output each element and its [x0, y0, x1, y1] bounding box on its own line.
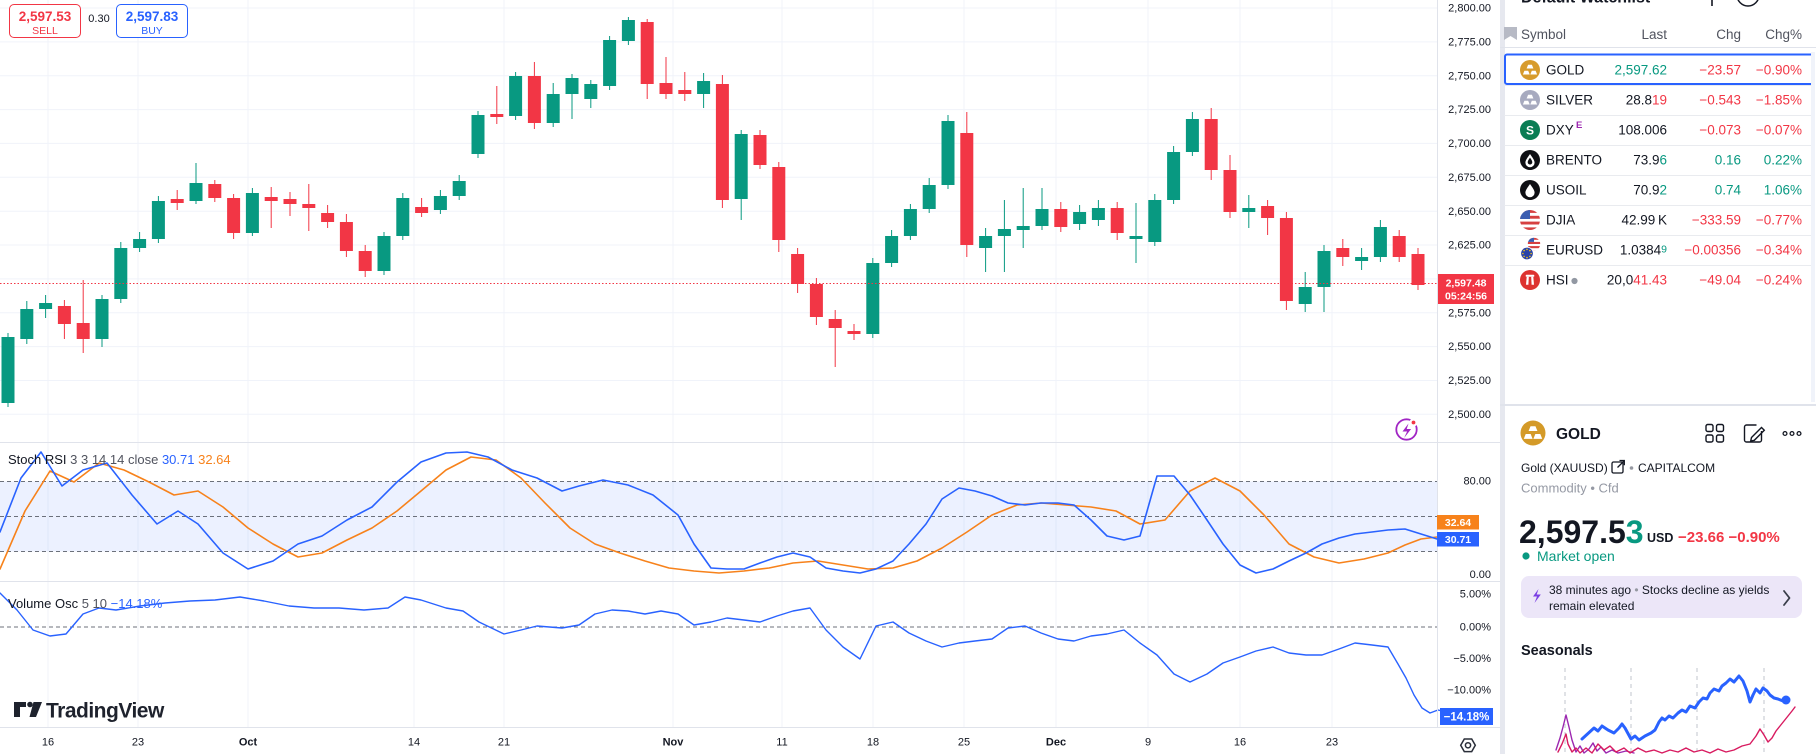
svg-text:DXY: DXY	[1546, 123, 1574, 138]
svg-text:−0.00356: −0.00356	[1684, 243, 1741, 258]
svg-text:Oct: Oct	[239, 737, 258, 749]
svg-text:18: 18	[867, 737, 879, 749]
svg-text:USOIL: USOIL	[1546, 183, 1587, 198]
svg-text:HSI: HSI	[1546, 273, 1569, 288]
svg-text:2,597.48: 2,597.48	[1446, 277, 1487, 289]
svg-text:−23.57: −23.57	[1699, 63, 1741, 78]
svg-text:SILVER: SILVER	[1546, 93, 1593, 108]
svg-text:Commodity • Cfd: Commodity • Cfd	[1521, 481, 1619, 496]
svg-text:80.00: 80.00	[1463, 476, 1491, 488]
svg-text:−0.24%: −0.24%	[1756, 273, 1802, 288]
svg-text:−1.85%: −1.85%	[1756, 93, 1802, 108]
svg-text:108.006: 108.006	[1618, 123, 1667, 138]
svg-text:−0.77%: −0.77%	[1756, 213, 1802, 228]
svg-text:GOLD: GOLD	[1556, 426, 1601, 443]
svg-text:2,525.00: 2,525.00	[1448, 375, 1491, 387]
svg-text:05:24:56: 05:24:56	[1445, 290, 1487, 302]
svg-text:E: E	[1576, 120, 1582, 131]
svg-text:Seasonals: Seasonals	[1521, 643, 1593, 659]
svg-text:42.99 K: 42.99 K	[1622, 213, 1668, 228]
svg-text:2,775.00: 2,775.00	[1448, 37, 1491, 49]
svg-text:Last: Last	[1641, 27, 1667, 42]
svg-text:−10.00%: −10.00%	[1447, 685, 1491, 697]
svg-text:USD: USD	[1647, 531, 1673, 545]
svg-text:DJIA: DJIA	[1546, 213, 1575, 228]
svg-text:TradingView: TradingView	[46, 700, 165, 723]
svg-text:0.00: 0.00	[1470, 569, 1491, 581]
svg-text:−0.073: −0.073	[1699, 123, 1741, 138]
svg-text:11: 11	[776, 737, 787, 749]
svg-text:2,597.53: 2,597.53	[1519, 514, 1644, 550]
svg-text:0.00%: 0.00%	[1460, 622, 1491, 634]
svg-text:−0.34%: −0.34%	[1756, 243, 1802, 258]
svg-text:S: S	[1526, 123, 1534, 137]
svg-text:9: 9	[1145, 737, 1151, 749]
svg-text:EURUSD: EURUSD	[1546, 243, 1603, 258]
svg-text:Dec: Dec	[1046, 737, 1066, 749]
svg-text:Gold (XAUUSD): Gold (XAUUSD)	[1521, 461, 1608, 475]
svg-text:Nov: Nov	[663, 737, 685, 749]
svg-text:1.03849: 1.03849	[1620, 243, 1667, 258]
svg-text:32.64: 32.64	[1445, 517, 1471, 529]
svg-text:2,597.62: 2,597.62	[1614, 63, 1667, 78]
svg-text:Market open: Market open	[1537, 548, 1615, 564]
svg-text:−333.59: −333.59	[1692, 213, 1741, 228]
svg-text:2,700.00: 2,700.00	[1448, 138, 1491, 150]
svg-text:0.16: 0.16	[1715, 153, 1741, 168]
svg-text:0.74: 0.74	[1715, 183, 1742, 198]
svg-text:Chg%: Chg%	[1765, 27, 1802, 42]
svg-text:Symbol: Symbol	[1521, 27, 1566, 42]
svg-text:Volume Osc 5 10 −14.18%: Volume Osc 5 10 −14.18%	[8, 596, 163, 611]
svg-text:−0.07%: −0.07%	[1756, 123, 1802, 138]
svg-text:2,675.00: 2,675.00	[1448, 172, 1491, 184]
svg-text:CAPITALCOM: CAPITALCOM	[1638, 461, 1715, 475]
svg-text:Stoch RSI 3 3 14 14 close 30.7: Stoch RSI 3 3 14 14 close 30.71 32.64	[8, 452, 231, 467]
svg-text:23: 23	[132, 737, 144, 749]
svg-text:70.92: 70.92	[1633, 183, 1667, 198]
svg-text:−0.543: −0.543	[1699, 93, 1741, 108]
svg-text:−49.04: −49.04	[1699, 273, 1741, 288]
svg-text:2,500.00: 2,500.00	[1448, 409, 1491, 421]
svg-text:remain elevated: remain elevated	[1549, 599, 1634, 613]
svg-text:−23.66 −0.90%: −23.66 −0.90%	[1678, 529, 1780, 546]
svg-text:GOLD: GOLD	[1546, 63, 1585, 78]
svg-text:30.71: 30.71	[1445, 534, 1471, 546]
svg-text:14: 14	[408, 737, 420, 749]
svg-text:2,725.00: 2,725.00	[1448, 104, 1491, 116]
svg-text:BRENTO: BRENTO	[1546, 153, 1602, 168]
svg-text:2,800.00: 2,800.00	[1448, 3, 1491, 15]
svg-text:20,041.43: 20,041.43	[1607, 273, 1667, 288]
svg-text:−0.90%: −0.90%	[1756, 63, 1802, 78]
svg-text:16: 16	[1234, 737, 1246, 749]
svg-text:5.00%: 5.00%	[1460, 589, 1491, 601]
svg-text:1.06%: 1.06%	[1764, 183, 1802, 198]
svg-text:23: 23	[1326, 737, 1338, 749]
svg-text:Chg: Chg	[1716, 27, 1741, 42]
svg-text:2,550.00: 2,550.00	[1448, 341, 1491, 353]
svg-text:−14.18%: −14.18%	[1444, 711, 1490, 723]
svg-text:21: 21	[498, 737, 510, 749]
svg-text:16: 16	[42, 737, 54, 749]
svg-text:2,650.00: 2,650.00	[1448, 206, 1491, 218]
svg-text:2,750.00: 2,750.00	[1448, 70, 1491, 82]
svg-text:28.819: 28.819	[1626, 93, 1667, 108]
svg-text:73.96: 73.96	[1633, 153, 1667, 168]
svg-text:0.22%: 0.22%	[1764, 153, 1802, 168]
svg-text:2,625.00: 2,625.00	[1448, 240, 1491, 252]
svg-text:Default Watchlist: Default Watchlist	[1521, 0, 1651, 7]
svg-text:25: 25	[958, 737, 970, 749]
svg-text:38 minutes ago • Stocks declin: 38 minutes ago • Stocks decline as yield…	[1549, 583, 1769, 597]
svg-text:−5.00%: −5.00%	[1453, 653, 1491, 665]
svg-text:2,575.00: 2,575.00	[1448, 307, 1491, 319]
